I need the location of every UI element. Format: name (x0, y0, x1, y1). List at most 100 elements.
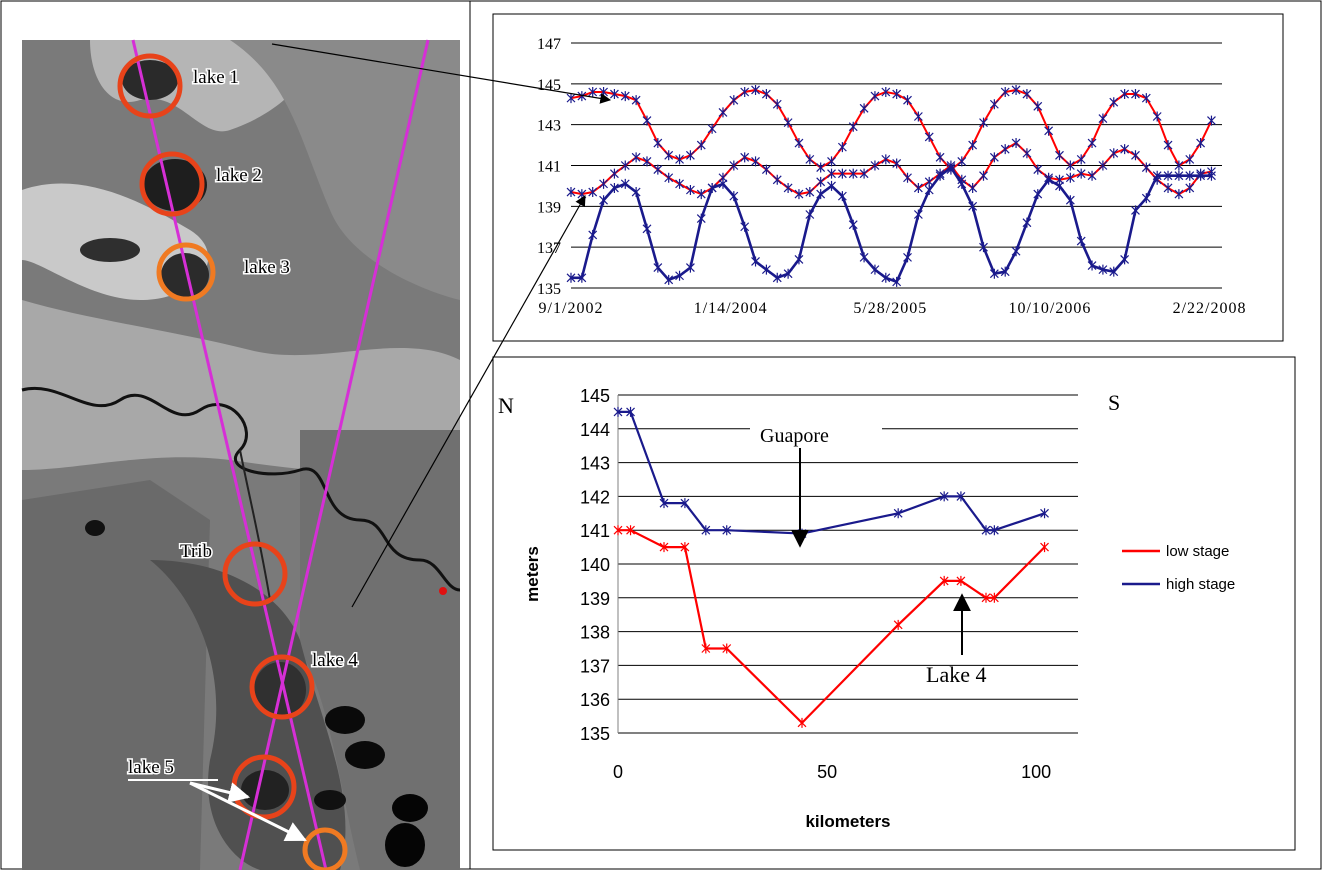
data-point (805, 154, 815, 165)
data-point (675, 270, 684, 281)
chart-border (492, 13, 1284, 342)
data-point (1000, 87, 1010, 97)
data-point (740, 221, 750, 232)
data-point (979, 170, 988, 181)
data-point (1141, 93, 1151, 104)
label-trib: Trib (180, 541, 212, 562)
data-point (881, 154, 891, 165)
data-point (816, 189, 826, 200)
data-point (979, 117, 988, 128)
data-point (805, 209, 815, 220)
data-point (1185, 154, 1195, 165)
data-point (1131, 205, 1140, 216)
data-point (1109, 266, 1119, 277)
series-line (570, 88, 1213, 171)
guapore-annotation: Guapore (760, 425, 829, 447)
data-point (718, 178, 728, 189)
lake-marker-circle (222, 541, 288, 607)
data-point (1131, 89, 1140, 100)
data-point (892, 89, 902, 100)
data-point (892, 158, 902, 169)
data-point (664, 274, 674, 285)
data-point (1141, 162, 1151, 173)
data-point (968, 140, 978, 151)
data-point (1120, 89, 1130, 100)
lake4-annotation: Lake 4 (926, 662, 986, 687)
data-point (1065, 160, 1075, 171)
data-point (1065, 195, 1075, 206)
data-point (620, 91, 630, 102)
x-axis-ticks: 9/1/2002 1/14/2004 5/28/2005 10/10/2006 2/22… (539, 300, 1246, 317)
label-lake-4: lake 4 (312, 650, 358, 671)
x-tick-label: 0 (613, 762, 623, 782)
data-point (1022, 89, 1032, 100)
chart-gridlines (571, 42, 1222, 289)
data-point (924, 131, 934, 142)
y-axis-ticks: 135 136 137 138 139 140 141 142 143 144 145 (580, 386, 610, 744)
data-point (1011, 84, 1021, 95)
data-point (566, 187, 576, 198)
data-point (761, 264, 771, 275)
satellite-track-line (238, 39, 430, 870)
data-point (588, 229, 598, 240)
x-tick-label: 9/1/2002 (539, 300, 604, 317)
y-tick-label: 143 (580, 454, 610, 474)
y-tick-label: 142 (580, 487, 610, 507)
data-point (696, 189, 706, 200)
data-point (729, 95, 739, 106)
data-point (696, 213, 706, 224)
y-tick-label: 135 (580, 724, 610, 744)
data-point (642, 115, 652, 126)
data-point (903, 95, 912, 106)
x-tick-label: 1/14/2004 (694, 300, 768, 317)
satellite-map: lake 1 lake 2 lake 3 Trib lake 4 lake 5 (21, 39, 461, 870)
data-point (881, 87, 891, 97)
data-point (794, 138, 804, 149)
data-point (707, 182, 717, 193)
data-point (659, 498, 669, 509)
legend: low stage high stage (1122, 543, 1235, 593)
legend-label-low: low stage (1166, 543, 1229, 560)
data-point (1098, 264, 1108, 275)
data-point (903, 172, 912, 183)
data-point (751, 256, 760, 267)
data-point (772, 99, 782, 110)
legend-label-high: high stage (1166, 576, 1235, 593)
y-tick-label: 145 (537, 77, 561, 94)
data-point (718, 107, 728, 118)
data-point (1152, 170, 1162, 181)
data-point (794, 254, 804, 265)
data-point (1065, 172, 1075, 183)
data-point (837, 168, 847, 179)
data-point (981, 592, 991, 603)
x-tick-label: 50 (817, 762, 837, 782)
time-series-chart: 135 137 139 141 143 145 147 9/1/2002 1/14/2004 5… (492, 13, 1284, 342)
data-point (1174, 170, 1184, 181)
data-point (989, 268, 999, 279)
data-point (1131, 150, 1140, 161)
data-point (1087, 260, 1097, 271)
data-point (675, 154, 684, 165)
x-axis-label: kilometers (805, 812, 890, 831)
data-point (981, 525, 991, 536)
data-point (1120, 254, 1130, 265)
data-point (722, 525, 732, 536)
data-point (1000, 144, 1010, 155)
data-point (957, 178, 967, 189)
data-point (956, 575, 966, 586)
south-label: S (1108, 390, 1120, 415)
data-point (979, 242, 988, 253)
data-point (772, 174, 782, 185)
data-point (859, 103, 869, 114)
data-point (837, 142, 847, 153)
data-point (1185, 182, 1195, 193)
data-point (1174, 160, 1184, 171)
data-point (939, 491, 949, 502)
map-to-chart-arrow (351, 195, 586, 608)
data-point (664, 172, 674, 183)
label-lake-3: lake 3 (244, 257, 290, 278)
chart-border (492, 356, 1296, 851)
y-tick-label: 141 (537, 159, 561, 176)
data-point (701, 643, 711, 654)
